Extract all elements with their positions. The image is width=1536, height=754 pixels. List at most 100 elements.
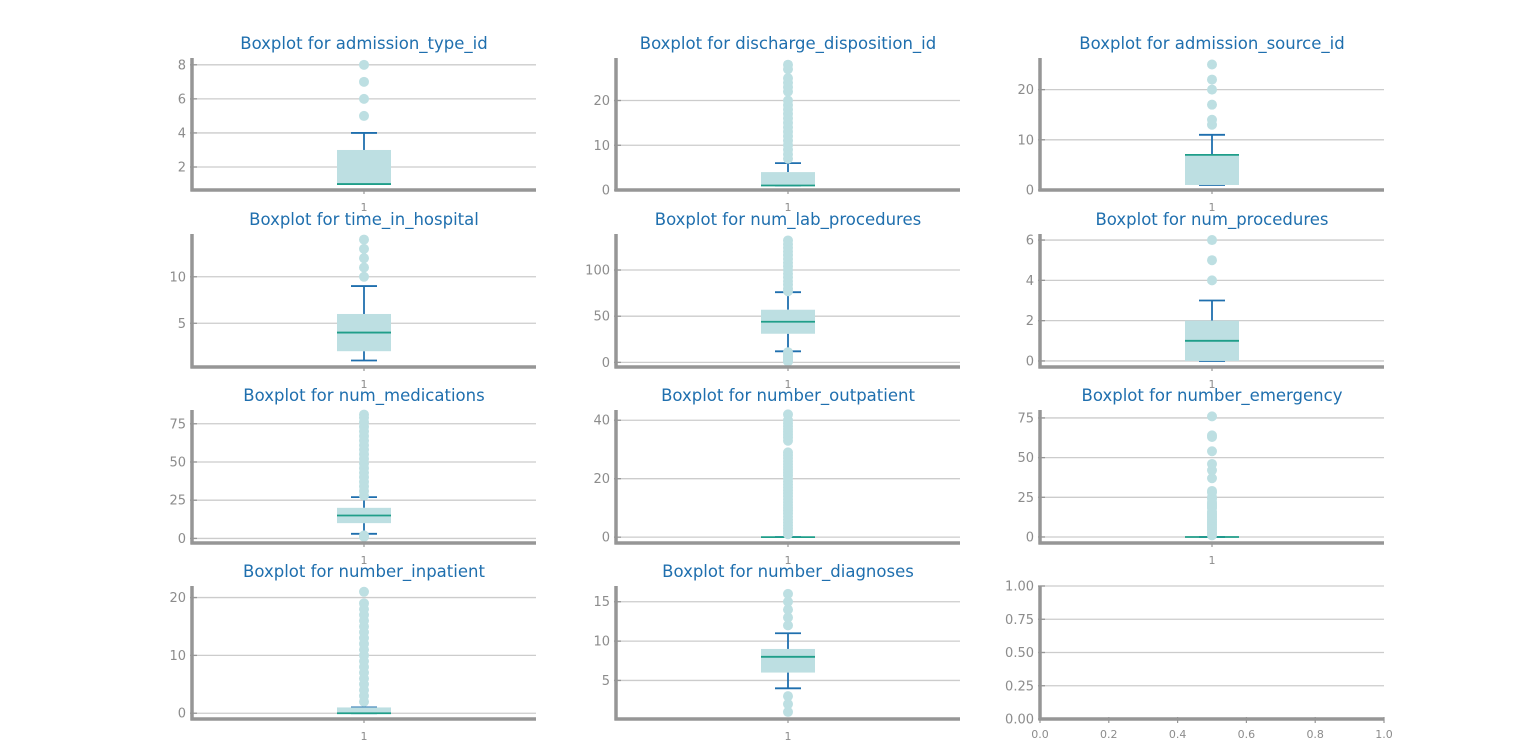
outlier-point bbox=[1207, 84, 1217, 95]
x-tick-label: 1.0 bbox=[1375, 728, 1393, 741]
x-tick-label: 1 bbox=[1209, 554, 1216, 567]
outlier-point bbox=[1207, 275, 1217, 286]
y-tick-label: 75 bbox=[169, 417, 186, 432]
y-tick-label: 20 bbox=[1017, 83, 1034, 98]
outlier-point bbox=[783, 588, 793, 599]
y-tick-label: 10 bbox=[1017, 133, 1034, 148]
subplot-4: Boxplot for time_in_hospital 5 10 1 bbox=[169, 210, 536, 391]
y-tick-label: 40 bbox=[593, 414, 610, 429]
outlier-point bbox=[359, 253, 369, 264]
outlier-point bbox=[783, 347, 793, 358]
outlier-point bbox=[1207, 430, 1217, 441]
y-tick-label: 25 bbox=[169, 494, 186, 509]
outlier-point bbox=[783, 699, 793, 710]
outlier-point bbox=[359, 530, 369, 541]
subplot-title: Boxplot for admission_type_id bbox=[240, 34, 487, 54]
y-tick-label: 0 bbox=[1026, 354, 1034, 369]
y-tick-label: 1.00 bbox=[1005, 580, 1034, 595]
subplot-title: Boxplot for num_lab_procedures bbox=[655, 210, 921, 230]
subplot-title: Boxplot for number_diagnoses bbox=[662, 562, 914, 582]
outlier-point bbox=[1207, 446, 1217, 457]
iqr-box bbox=[761, 648, 815, 673]
x-tick-label: 1 bbox=[361, 554, 368, 567]
subplot-7: Boxplot for num_medications 0 25 50 75 1 bbox=[169, 386, 536, 567]
y-tick-label: 0 bbox=[178, 532, 186, 547]
outlier-point bbox=[1207, 99, 1217, 110]
outlier-point bbox=[1207, 59, 1217, 70]
y-tick-label: 0.50 bbox=[1005, 646, 1034, 661]
outlier-point bbox=[359, 76, 369, 87]
outlier-point bbox=[1207, 485, 1217, 496]
y-tick-label: 6 bbox=[178, 92, 186, 107]
subplot-5: Boxplot for num_lab_procedures 0 50 100 1 bbox=[585, 210, 960, 391]
outlier-point bbox=[783, 604, 793, 615]
y-tick-label: 0 bbox=[602, 184, 610, 199]
subplot-11: Boxplot for number_diagnoses 5 10 15 1 bbox=[593, 562, 960, 743]
y-tick-label: 10 bbox=[169, 270, 186, 285]
subplot-12: 0.00 0.25 0.50 0.75 1.00 0.0 0.2 0.4 0.6 0.8 1.0 bbox=[1005, 580, 1393, 742]
y-tick-label: 4 bbox=[1026, 274, 1034, 289]
x-tick-label: 0.4 bbox=[1169, 728, 1187, 741]
subplot-title: Boxplot for number_outpatient bbox=[661, 386, 915, 406]
outlier-point bbox=[783, 612, 793, 623]
subplot-title: Boxplot for time_in_hospital bbox=[249, 210, 479, 230]
y-tick-label: 5 bbox=[178, 317, 186, 332]
outlier-point bbox=[783, 409, 793, 420]
y-tick-label: 25 bbox=[1017, 491, 1034, 506]
x-tick-label: 1 bbox=[785, 554, 792, 567]
outlier-point bbox=[1207, 74, 1217, 85]
subplot-2: Boxplot for discharge_disposition_id 0 10 2… bbox=[593, 34, 960, 214]
y-tick-label: 50 bbox=[593, 310, 610, 325]
y-tick-label: 4 bbox=[178, 126, 186, 141]
y-tick-label: 10 bbox=[169, 649, 186, 664]
y-tick-label: 0 bbox=[178, 707, 186, 722]
outlier-point bbox=[783, 59, 793, 70]
x-tick-label: 0.8 bbox=[1306, 728, 1324, 741]
iqr-box bbox=[337, 149, 391, 185]
subplot-title: Boxplot for number_inpatient bbox=[243, 562, 485, 582]
subplot-title: Boxplot for number_emergency bbox=[1082, 386, 1343, 406]
outlier-point bbox=[1207, 255, 1217, 266]
outlier-point bbox=[359, 262, 369, 273]
outlier-point bbox=[1207, 235, 1217, 246]
outlier-point bbox=[359, 598, 369, 609]
x-tick-label: 1 bbox=[785, 378, 792, 391]
outlier-point bbox=[783, 235, 793, 246]
subplot-title: Boxplot for num_medications bbox=[243, 386, 484, 406]
y-tick-label: 100 bbox=[585, 264, 610, 279]
x-tick-label: 1 bbox=[1209, 201, 1216, 214]
subplot-6: Boxplot for num_procedures 0 2 4 6 1 bbox=[1026, 210, 1384, 391]
y-tick-label: 0 bbox=[602, 531, 610, 546]
outlier-point bbox=[359, 93, 369, 104]
x-tick-label: 0.6 bbox=[1238, 728, 1256, 741]
outlier-point bbox=[1207, 114, 1217, 125]
outlier-point bbox=[783, 447, 793, 458]
y-tick-label: 6 bbox=[1026, 234, 1034, 249]
outlier-point bbox=[1207, 458, 1217, 469]
y-tick-label: 50 bbox=[169, 455, 186, 470]
y-tick-label: 20 bbox=[169, 591, 186, 606]
x-tick-label: 1 bbox=[785, 730, 792, 743]
iqr-box bbox=[761, 172, 815, 186]
outlier-point bbox=[359, 234, 369, 245]
outlier-point bbox=[783, 73, 793, 84]
y-tick-label: 10 bbox=[593, 635, 610, 650]
y-tick-label: 0.00 bbox=[1005, 713, 1034, 728]
y-tick-label: 0.75 bbox=[1005, 613, 1034, 628]
y-tick-label: 20 bbox=[593, 94, 610, 109]
outlier-point bbox=[783, 691, 793, 702]
subplot-10: Boxplot for number_inpatient 0 10 20 1 bbox=[169, 562, 536, 743]
outlier-point bbox=[783, 706, 793, 717]
y-tick-label: 0.25 bbox=[1005, 679, 1034, 694]
x-tick-label: 0.0 bbox=[1031, 728, 1049, 741]
x-tick-label: 1 bbox=[361, 201, 368, 214]
outlier-point bbox=[359, 586, 369, 597]
outlier-point bbox=[783, 596, 793, 607]
y-tick-label: 2 bbox=[178, 161, 186, 176]
outlier-point bbox=[1207, 411, 1217, 422]
iqr-box bbox=[1185, 154, 1239, 185]
outlier-point bbox=[359, 110, 369, 121]
subplot-9: Boxplot for number_emergency 0 25 50 75 1 bbox=[1017, 386, 1384, 567]
outlier-point bbox=[359, 59, 369, 70]
